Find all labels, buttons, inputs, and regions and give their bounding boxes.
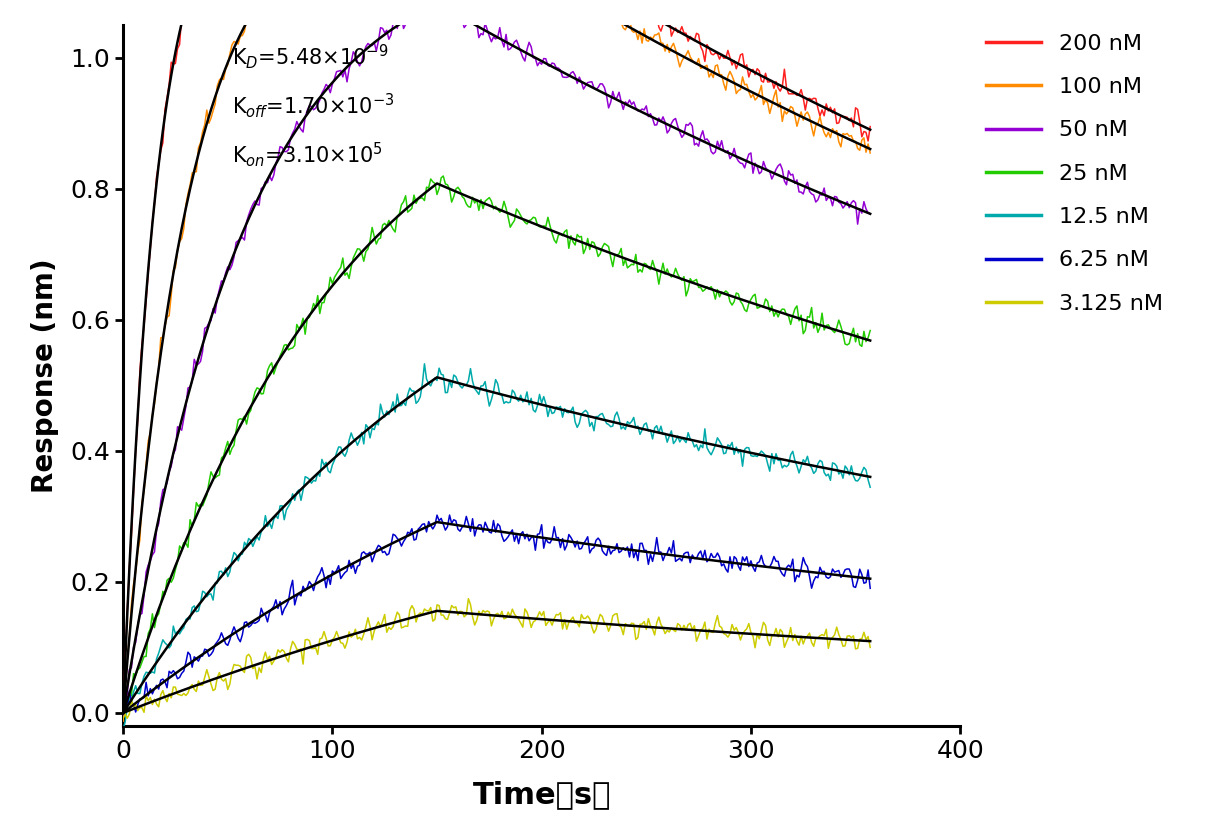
Y-axis label: Response (nm): Response (nm) [31,258,59,493]
Legend: 200 nM, 100 nM, 50 nM, 25 nM, 12.5 nM, 6.25 nM, 3.125 nM: 200 nM, 100 nM, 50 nM, 25 nM, 12.5 nM, 6… [977,25,1172,323]
X-axis label: Time（s）: Time（s） [473,780,611,808]
Text: K$_D$=5.48×10$^{-9}$
K$_{off}$=1.70×10$^{-3}$
K$_{on}$=3.10×10$^{5}$: K$_D$=5.48×10$^{-9}$ K$_{off}$=1.70×10$^… [231,42,394,169]
